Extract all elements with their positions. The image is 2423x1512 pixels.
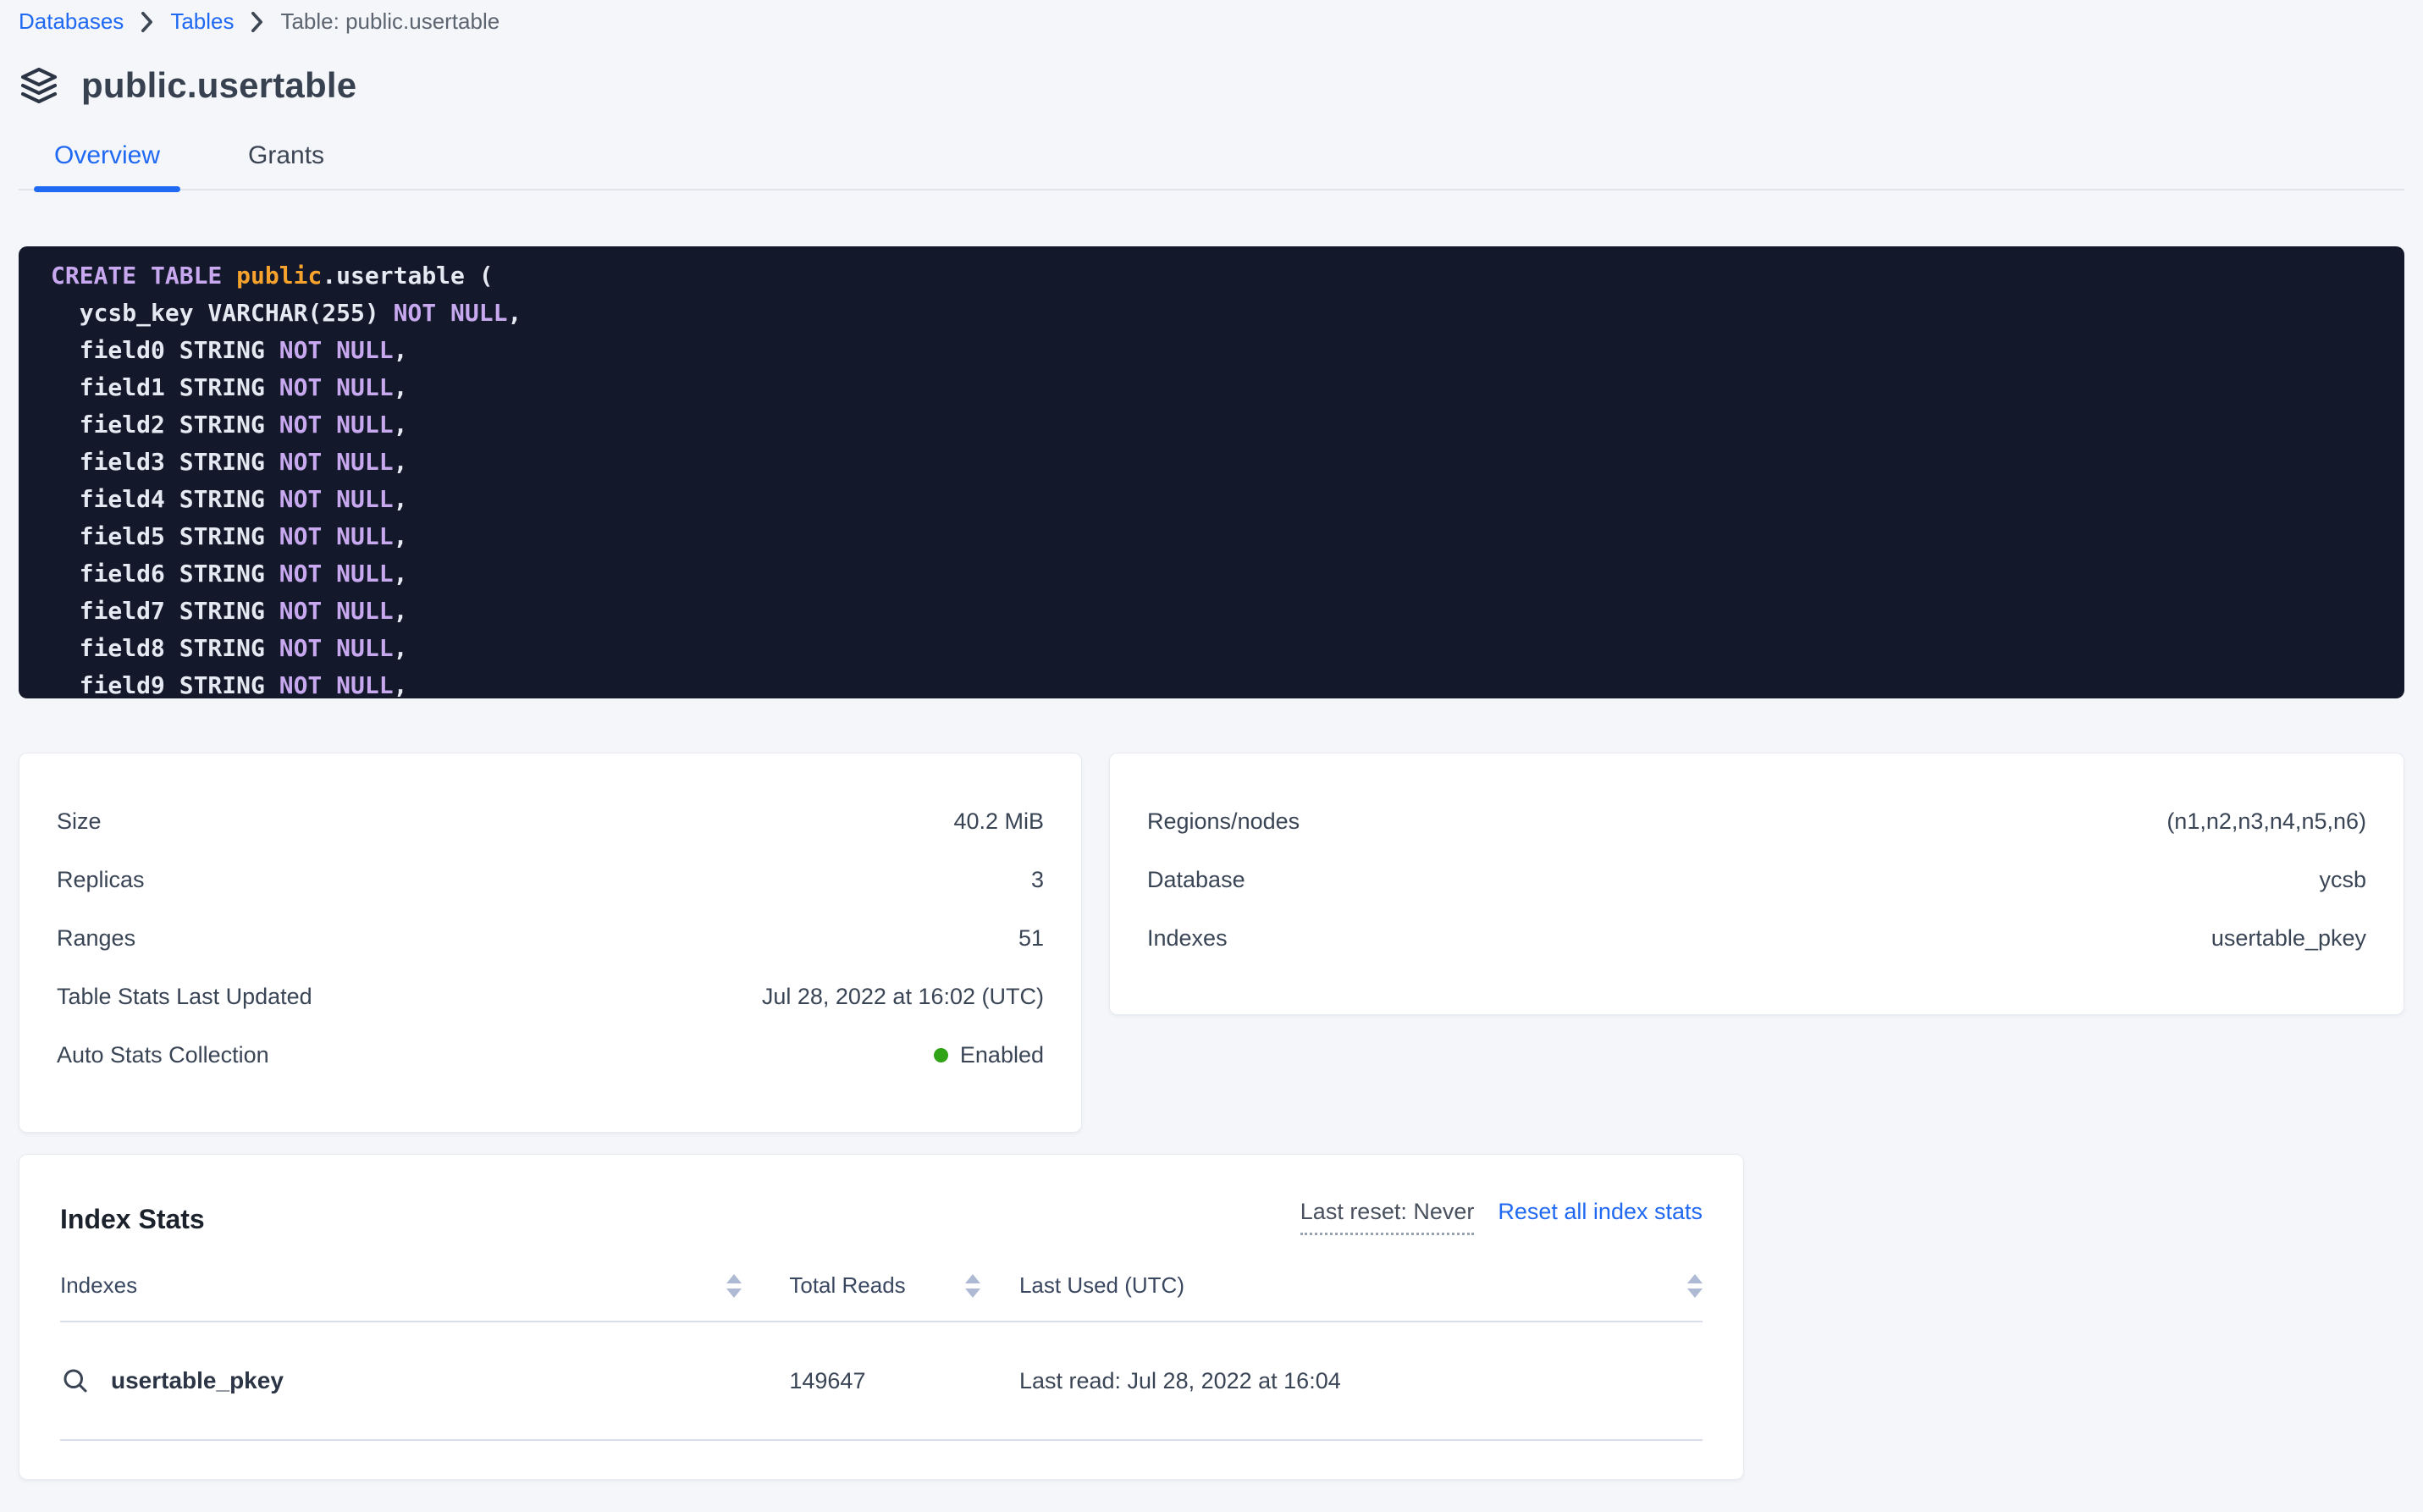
detail-row-regions: Regions/nodes (n1,n2,n3,n4,n5,n6) [1147, 792, 2366, 851]
reset-area: Last reset: Never Reset all index stats [1300, 1199, 1703, 1235]
index-name: usertable_pkey [111, 1367, 284, 1393]
tab-grants[interactable]: Grants [248, 141, 325, 169]
column-label: Total Reads [789, 1272, 906, 1298]
detail-row-replicas: Replicas 3 [57, 851, 1044, 909]
column-header-last-used[interactable]: Last Used (UTC) [1019, 1272, 1703, 1299]
detail-label: Auto Stats Collection [57, 1042, 269, 1068]
breadcrumb-link-databases[interactable]: Databases [19, 8, 124, 34]
detail-value: usertable_pkey [2211, 925, 2366, 951]
tab-bar: Overview Grants [19, 141, 2404, 192]
index-stats-table: Indexes Total Reads Last Used (UTC) [60, 1272, 1703, 1441]
detail-row-stats-updated: Table Stats Last Updated Jul 28, 2022 at… [57, 968, 1044, 1026]
detail-row-size: Size 40.2 MiB [57, 792, 1044, 851]
column-label: Indexes [60, 1272, 138, 1298]
last-used-cell: Last read: Jul 28, 2022 at 16:04 [1018, 1367, 1341, 1393]
index-stats-title: Index Stats [60, 1204, 205, 1234]
sql-line: ycsb_key VARCHAR(255) NOT NULL, [51, 299, 522, 327]
table-header-row: Indexes Total Reads Last Used (UTC) [60, 1272, 1703, 1322]
index-name-cell: usertable_pkey [60, 1366, 789, 1396]
detail-label: Ranges [57, 925, 136, 951]
total-reads-cell: 149647 [789, 1367, 866, 1393]
sql-line: field0 STRING NOT NULL, [51, 336, 408, 364]
column-label: Last Used (UTC) [1018, 1272, 1184, 1298]
details-section: Size 40.2 MiB Replicas 3 Ranges 51 Table… [19, 753, 2404, 1133]
status-text: Enabled [959, 1042, 1044, 1068]
sql-line: field9 STRING NOT NULL, [51, 671, 408, 698]
page-header: public.usertable [19, 65, 2404, 106]
sql-code: CREATE TABLE public.usertable ( ycsb_key… [19, 246, 2404, 698]
reset-index-stats-link[interactable]: Reset all index stats [1498, 1199, 1703, 1224]
detail-value: Enabled [933, 1042, 1044, 1068]
sql-line: CREATE TABLE public.usertable ( [51, 262, 494, 290]
layers-icon [19, 65, 59, 106]
detail-row-indexes: Indexes usertable_pkey [1147, 909, 2366, 968]
detail-label: Indexes [1147, 925, 1228, 951]
detail-value: Jul 28, 2022 at 16:02 (UTC) [761, 984, 1044, 1009]
detail-value: 51 [1018, 925, 1044, 951]
sql-line: field3 STRING NOT NULL, [51, 448, 408, 476]
chevron-right-icon [141, 11, 153, 33]
sql-line: field4 STRING NOT NULL, [51, 485, 408, 513]
breadcrumb-link-tables[interactable]: Tables [170, 8, 235, 34]
green-dot [933, 1048, 948, 1062]
detail-row-auto-stats: Auto Stats Collection Enabled [57, 1026, 1044, 1084]
detail-label: Database [1147, 867, 1245, 892]
detail-value: 40.2 MiB [953, 808, 1044, 834]
page-title: public.usertable [81, 65, 357, 105]
table-stats-card: Size 40.2 MiB Replicas 3 Ranges 51 Table… [19, 753, 1082, 1133]
detail-label: Regions/nodes [1147, 808, 1300, 834]
breadcrumb-current: Table: public.usertable [280, 8, 500, 34]
chevron-right-icon [251, 11, 263, 33]
sql-line: field1 STRING NOT NULL, [51, 373, 408, 401]
sql-line: field6 STRING NOT NULL, [51, 560, 408, 588]
sql-line: field7 STRING NOT NULL, [51, 597, 408, 625]
index-stats-card: Index Stats Last reset: Never Reset all … [19, 1154, 1744, 1480]
sql-line: field2 STRING NOT NULL, [51, 411, 408, 439]
magnifier-icon [60, 1366, 91, 1396]
sort-carets-icon[interactable] [726, 1273, 742, 1298]
detail-label: Size [57, 808, 102, 834]
tab-overview[interactable]: Overview [34, 141, 181, 192]
breadcrumb: Databases Tables Table: public.usertable [19, 0, 2404, 35]
detail-value: 3 [1030, 867, 1044, 892]
sql-line: field8 STRING NOT NULL, [51, 634, 408, 662]
detail-value: (n1,n2,n3,n4,n5,n6) [2166, 808, 2366, 834]
detail-row-ranges: Ranges 51 [57, 909, 1044, 968]
detail-row-database: Database ycsb [1147, 851, 2366, 909]
detail-value: ycsb [2319, 867, 2366, 892]
index-stats-header: Index Stats Last reset: Never Reset all … [60, 1199, 1703, 1235]
detail-label: Table Stats Last Updated [57, 984, 312, 1009]
column-header-total-reads[interactable]: Total Reads [789, 1272, 1019, 1299]
table-meta-card: Regions/nodes (n1,n2,n3,n4,n5,n6) Databa… [1109, 753, 2404, 1015]
column-header-indexes[interactable]: Indexes [60, 1272, 789, 1299]
sort-carets-icon[interactable] [1687, 1273, 1703, 1298]
sql-line: field5 STRING NOT NULL, [51, 522, 408, 550]
last-reset-label[interactable]: Last reset: Never [1300, 1199, 1475, 1235]
detail-label: Replicas [57, 867, 145, 892]
table-details-page: Databases Tables Table: public.usertable… [19, 0, 2404, 1480]
sort-carets-icon[interactable] [964, 1273, 980, 1298]
table-row: usertable_pkey 149647 Last read: Jul 28,… [60, 1322, 1703, 1441]
